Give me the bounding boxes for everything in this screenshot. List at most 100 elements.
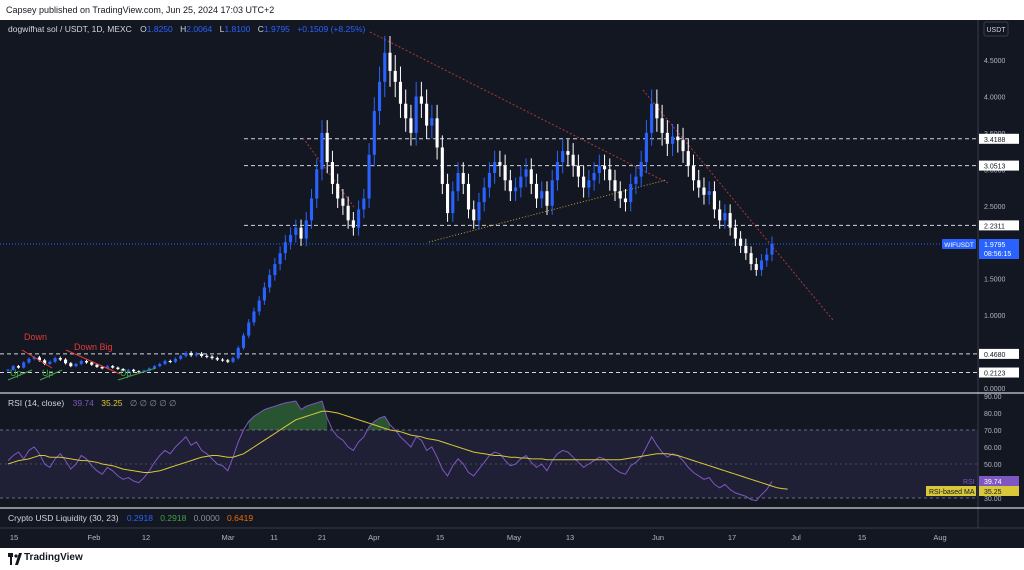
- candle-body: [461, 172, 465, 184]
- candle-body: [189, 353, 193, 356]
- candle-body: [137, 371, 141, 373]
- rsi-tick: 30.00: [984, 496, 1002, 503]
- candle-body: [561, 151, 565, 163]
- candle-body: [487, 172, 491, 188]
- candle-body: [367, 154, 371, 199]
- candle-body: [142, 370, 146, 372]
- candle-body: [27, 358, 31, 363]
- rsi-lines: [7, 400, 788, 502]
- footer-brand: TradingView: [24, 552, 83, 563]
- candle-body: [372, 111, 376, 155]
- ticker-badge: [942, 239, 976, 249]
- candle-body: [231, 358, 235, 362]
- price-tick: 0.0000: [984, 386, 1006, 393]
- price-tick: 4.5000: [984, 58, 1006, 65]
- candle-body: [200, 353, 204, 356]
- candle-body: [210, 356, 214, 359]
- candle-body: [268, 275, 272, 288]
- trendline-support: [428, 179, 667, 243]
- currency-button[interactable]: [983, 21, 1009, 37]
- candle-body: [608, 169, 612, 181]
- level-labels: 3.4188 3.0513 2.2311 0.4680 0.2123: [979, 133, 1019, 378]
- candle-body: [173, 358, 178, 362]
- candle-body: [32, 357, 36, 359]
- candle-body: [388, 52, 392, 71]
- candle-body: [456, 172, 460, 192]
- candle-body: [660, 118, 664, 133]
- level-label: 0.2123: [984, 371, 1006, 378]
- last-price-countdown: 08:56:15: [984, 251, 1011, 258]
- rsi-tick: 60.00: [984, 445, 1002, 452]
- footer: TradingView: [0, 548, 1024, 570]
- candle-body: [404, 103, 408, 119]
- candle-body: [493, 162, 497, 173]
- trendline-june: [642, 89, 834, 321]
- candle-body: [665, 132, 669, 144]
- time-tick: May: [507, 533, 521, 542]
- candle-body: [247, 322, 251, 336]
- candle-body: [430, 118, 434, 126]
- rsi-tick: 70.00: [984, 428, 1002, 435]
- candle-body: [749, 253, 753, 265]
- candle-body: [152, 366, 157, 369]
- level-badge: [979, 160, 1019, 171]
- candle-body: [299, 227, 303, 239]
- candle-body: [84, 361, 89, 363]
- candle-body: [74, 363, 78, 367]
- candle-body: [744, 245, 748, 254]
- candle-body: [48, 361, 52, 364]
- candle-body: [514, 187, 518, 192]
- candle-body: [503, 165, 507, 181]
- level-badge: [979, 220, 1019, 231]
- candle-body: [278, 253, 282, 265]
- annotation-up-3: Up: [120, 368, 132, 378]
- time-tick: Jun: [652, 533, 664, 542]
- price-tick: 1.5000: [984, 277, 1006, 284]
- candle-body: [639, 162, 643, 177]
- time-tick: 21: [318, 533, 326, 542]
- candle-body: [707, 191, 711, 195]
- trendlines: [302, 31, 834, 321]
- rsi-legend: RSI (14, close) 39.74 35.25 ∅ ∅ ∅ ∅ ∅: [8, 398, 177, 408]
- rsi-ma-value: 35.25: [101, 398, 123, 408]
- candle-body: [634, 176, 638, 184]
- candle-body: [676, 136, 680, 141]
- candle-body: [147, 368, 151, 371]
- candle-body: [215, 358, 219, 360]
- candle-body: [440, 147, 444, 184]
- candle-body: [320, 132, 324, 170]
- candle-body: [508, 180, 512, 192]
- candle-body: [613, 180, 617, 192]
- candle-body: [69, 363, 73, 367]
- candle-body: [770, 243, 774, 255]
- candle-body: [545, 191, 549, 206]
- liquidity-v3: 0.0000: [194, 513, 220, 523]
- high-label: H: [180, 24, 186, 34]
- candle-body: [158, 363, 162, 367]
- time-tick: 15: [10, 533, 18, 542]
- candle-body: [555, 162, 560, 181]
- candle-body: [126, 369, 130, 371]
- chart-area[interactable]: Down Down Big Up Up Up 0.00000.50001.000…: [0, 20, 1024, 548]
- price-tick: 2.5000: [984, 204, 1006, 211]
- time-tick: Aug: [933, 533, 946, 542]
- arrow-up-1: [7, 369, 33, 381]
- arrow-up-3: [117, 367, 157, 381]
- rsi-badge-label: RSI: [963, 479, 975, 486]
- time-tick: 11: [270, 533, 278, 542]
- candle-body: [587, 180, 591, 188]
- rsi-tick: 90.00: [984, 394, 1002, 401]
- candle-body: [236, 347, 240, 359]
- rsi-ma-badge-value: 35.25: [984, 489, 1002, 496]
- candle-body: [43, 360, 47, 364]
- candle-body: [257, 300, 261, 312]
- chart-svg[interactable]: Down Down Big Up Up Up 0.00000.50001.000…: [0, 20, 1024, 548]
- arrow-up-2: [39, 369, 63, 381]
- candle-body: [754, 264, 758, 270]
- candle-body: [702, 187, 706, 195]
- candle-body: [697, 180, 701, 188]
- low-value: 1.8100: [224, 24, 250, 34]
- candle-body: [691, 165, 696, 181]
- candle-body: [362, 198, 366, 210]
- rsi-badge-value: 39.74: [984, 479, 1002, 486]
